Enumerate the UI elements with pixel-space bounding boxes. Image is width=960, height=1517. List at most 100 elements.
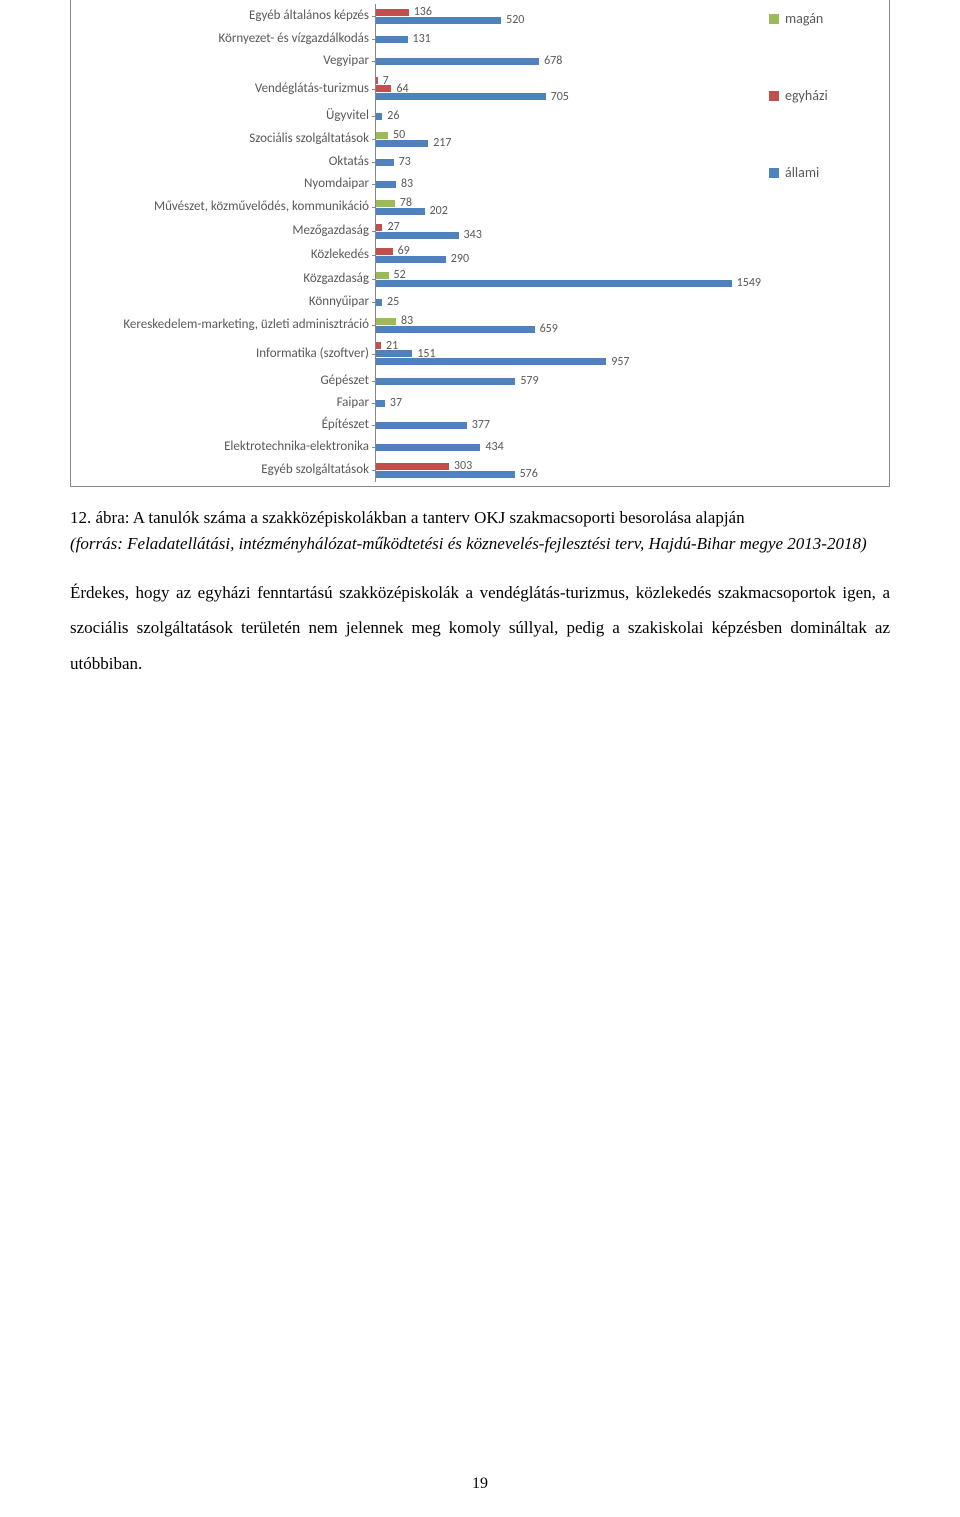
bar: 303 — [376, 463, 761, 470]
legend-item: magán — [769, 10, 881, 27]
bar-fill — [376, 248, 393, 255]
page-number: 19 — [0, 1475, 960, 1493]
bar-value-label: 1549 — [737, 276, 761, 290]
category-label: Közlekedés — [75, 243, 375, 267]
bar: 69 — [376, 248, 761, 255]
category-label: Művészet, közművelődés, kommunikáció — [75, 195, 375, 219]
chart-row: Szociális szolgáltatások50217 — [75, 127, 761, 151]
bar-value-label: 434 — [485, 440, 503, 454]
bar-fill — [376, 58, 539, 65]
legend-label: állami — [785, 164, 819, 181]
bar-fill — [376, 17, 501, 24]
bar: 73 — [376, 159, 761, 166]
bar: 576 — [376, 471, 761, 478]
bar: 7 — [376, 77, 761, 84]
legend-item: egyházi — [769, 87, 881, 104]
bar-value-label: 377 — [472, 418, 490, 432]
bar: 25 — [376, 299, 761, 306]
bars-cell: 764705 — [375, 72, 761, 105]
chart-row: Ügyvitel26 — [75, 105, 761, 127]
chart-row: Könnyűipar25 — [75, 291, 761, 313]
bars-cell: 136520 — [375, 4, 761, 28]
chart-container: Egyéb általános képzés136520Környezet- é… — [70, 0, 890, 487]
chart-row: Elektrotechnika-elektronika 434 — [75, 436, 761, 458]
bars-cell: 73 — [375, 151, 761, 173]
category-label: Szociális szolgáltatások — [75, 127, 375, 151]
category-label: Oktatás — [75, 151, 375, 173]
bar: 579 — [376, 378, 761, 385]
bar-fill — [376, 422, 467, 429]
bars-cell: 434 — [375, 436, 761, 458]
bars-cell: 131 — [375, 28, 761, 50]
caption-title: A tanulók száma a szakközépiskolákban a … — [133, 508, 745, 527]
category-label: Faipar — [75, 392, 375, 414]
bar: 678 — [376, 58, 761, 65]
bar-fill — [376, 378, 515, 385]
figure-caption: 12. ábra: A tanulók száma a szakközépisk… — [70, 505, 890, 558]
category-label: Közgazdaság — [75, 267, 375, 291]
bar-fill — [376, 181, 396, 188]
bar-fill — [376, 208, 425, 215]
bar-value-label: 957 — [611, 355, 629, 369]
bar-fill — [376, 358, 606, 365]
bar: 202 — [376, 208, 761, 215]
bar: 26 — [376, 113, 761, 120]
chart-row: Mezőgazdaság27343 — [75, 219, 761, 243]
bar: 131 — [376, 36, 761, 43]
category-label: Építészet — [75, 414, 375, 436]
chart-row: Környezet- és vízgazdálkodás131 — [75, 28, 761, 50]
bar-fill — [376, 272, 389, 279]
bar: 83 — [376, 181, 761, 188]
bar-fill — [376, 132, 388, 139]
bar-fill — [376, 9, 409, 16]
bar-fill — [376, 400, 385, 407]
bars-cell: 521549 — [375, 267, 761, 291]
chart-row: Kereskedelem-marketing, üzleti adminiszt… — [75, 313, 761, 337]
category-label: Vegyipar — [75, 50, 375, 72]
bar-value-label: 520 — [506, 13, 524, 27]
chart-row: Közgazdaság521549 — [75, 267, 761, 291]
chart-row: Oktatás73 — [75, 151, 761, 173]
bar-value-label: 579 — [520, 374, 538, 388]
chart-row: Építészet 377 — [75, 414, 761, 436]
chart-row: Gépészet579 — [75, 370, 761, 392]
bar-fill — [376, 93, 546, 100]
bar-value-label: 659 — [540, 322, 558, 336]
bar-fill — [376, 77, 378, 84]
category-label: Mezőgazdaság — [75, 219, 375, 243]
bar: 957 — [376, 358, 761, 365]
bar-value-label: 290 — [451, 252, 469, 266]
bar: 290 — [376, 256, 761, 263]
chart-row: Nyomdaipar83 — [75, 173, 761, 195]
legend-swatch-icon — [769, 14, 779, 24]
bar-value-label: 705 — [551, 90, 569, 104]
category-label: Egyéb általános képzés — [75, 4, 375, 28]
bar-value-label: 73 — [399, 155, 411, 169]
bar: 520 — [376, 17, 761, 24]
legend-swatch-icon — [769, 91, 779, 101]
chart-row: Faipar37 — [75, 392, 761, 414]
bars-cell: 26 — [375, 105, 761, 127]
legend-label: egyházi — [785, 87, 828, 104]
bar-fill — [376, 299, 382, 306]
bar: 151 — [376, 350, 761, 357]
bars-cell: 303576 — [375, 458, 761, 482]
category-label: Egyéb szolgáltatások — [75, 458, 375, 482]
bars-cell: 50217 — [375, 127, 761, 151]
bar: 83 — [376, 318, 761, 325]
chart-row: Közlekedés69290 — [75, 243, 761, 267]
bar-fill — [376, 318, 396, 325]
bars-cell: 83659 — [375, 313, 761, 337]
chart-row: Vegyipar678 — [75, 50, 761, 72]
bars-cell: 579 — [375, 370, 761, 392]
category-label: Gépészet — [75, 370, 375, 392]
bar-value-label: 217 — [433, 136, 451, 150]
bar-fill — [376, 159, 394, 166]
legend-label: magán — [785, 10, 823, 27]
bars-cell: 37 — [375, 392, 761, 414]
category-label: Elektrotechnika-elektronika — [75, 436, 375, 458]
chart-body: Egyéb általános képzés136520Környezet- é… — [75, 4, 881, 482]
bar-fill — [376, 140, 428, 147]
legend-swatch-icon — [769, 168, 779, 178]
bar-value-label: 202 — [430, 204, 448, 218]
